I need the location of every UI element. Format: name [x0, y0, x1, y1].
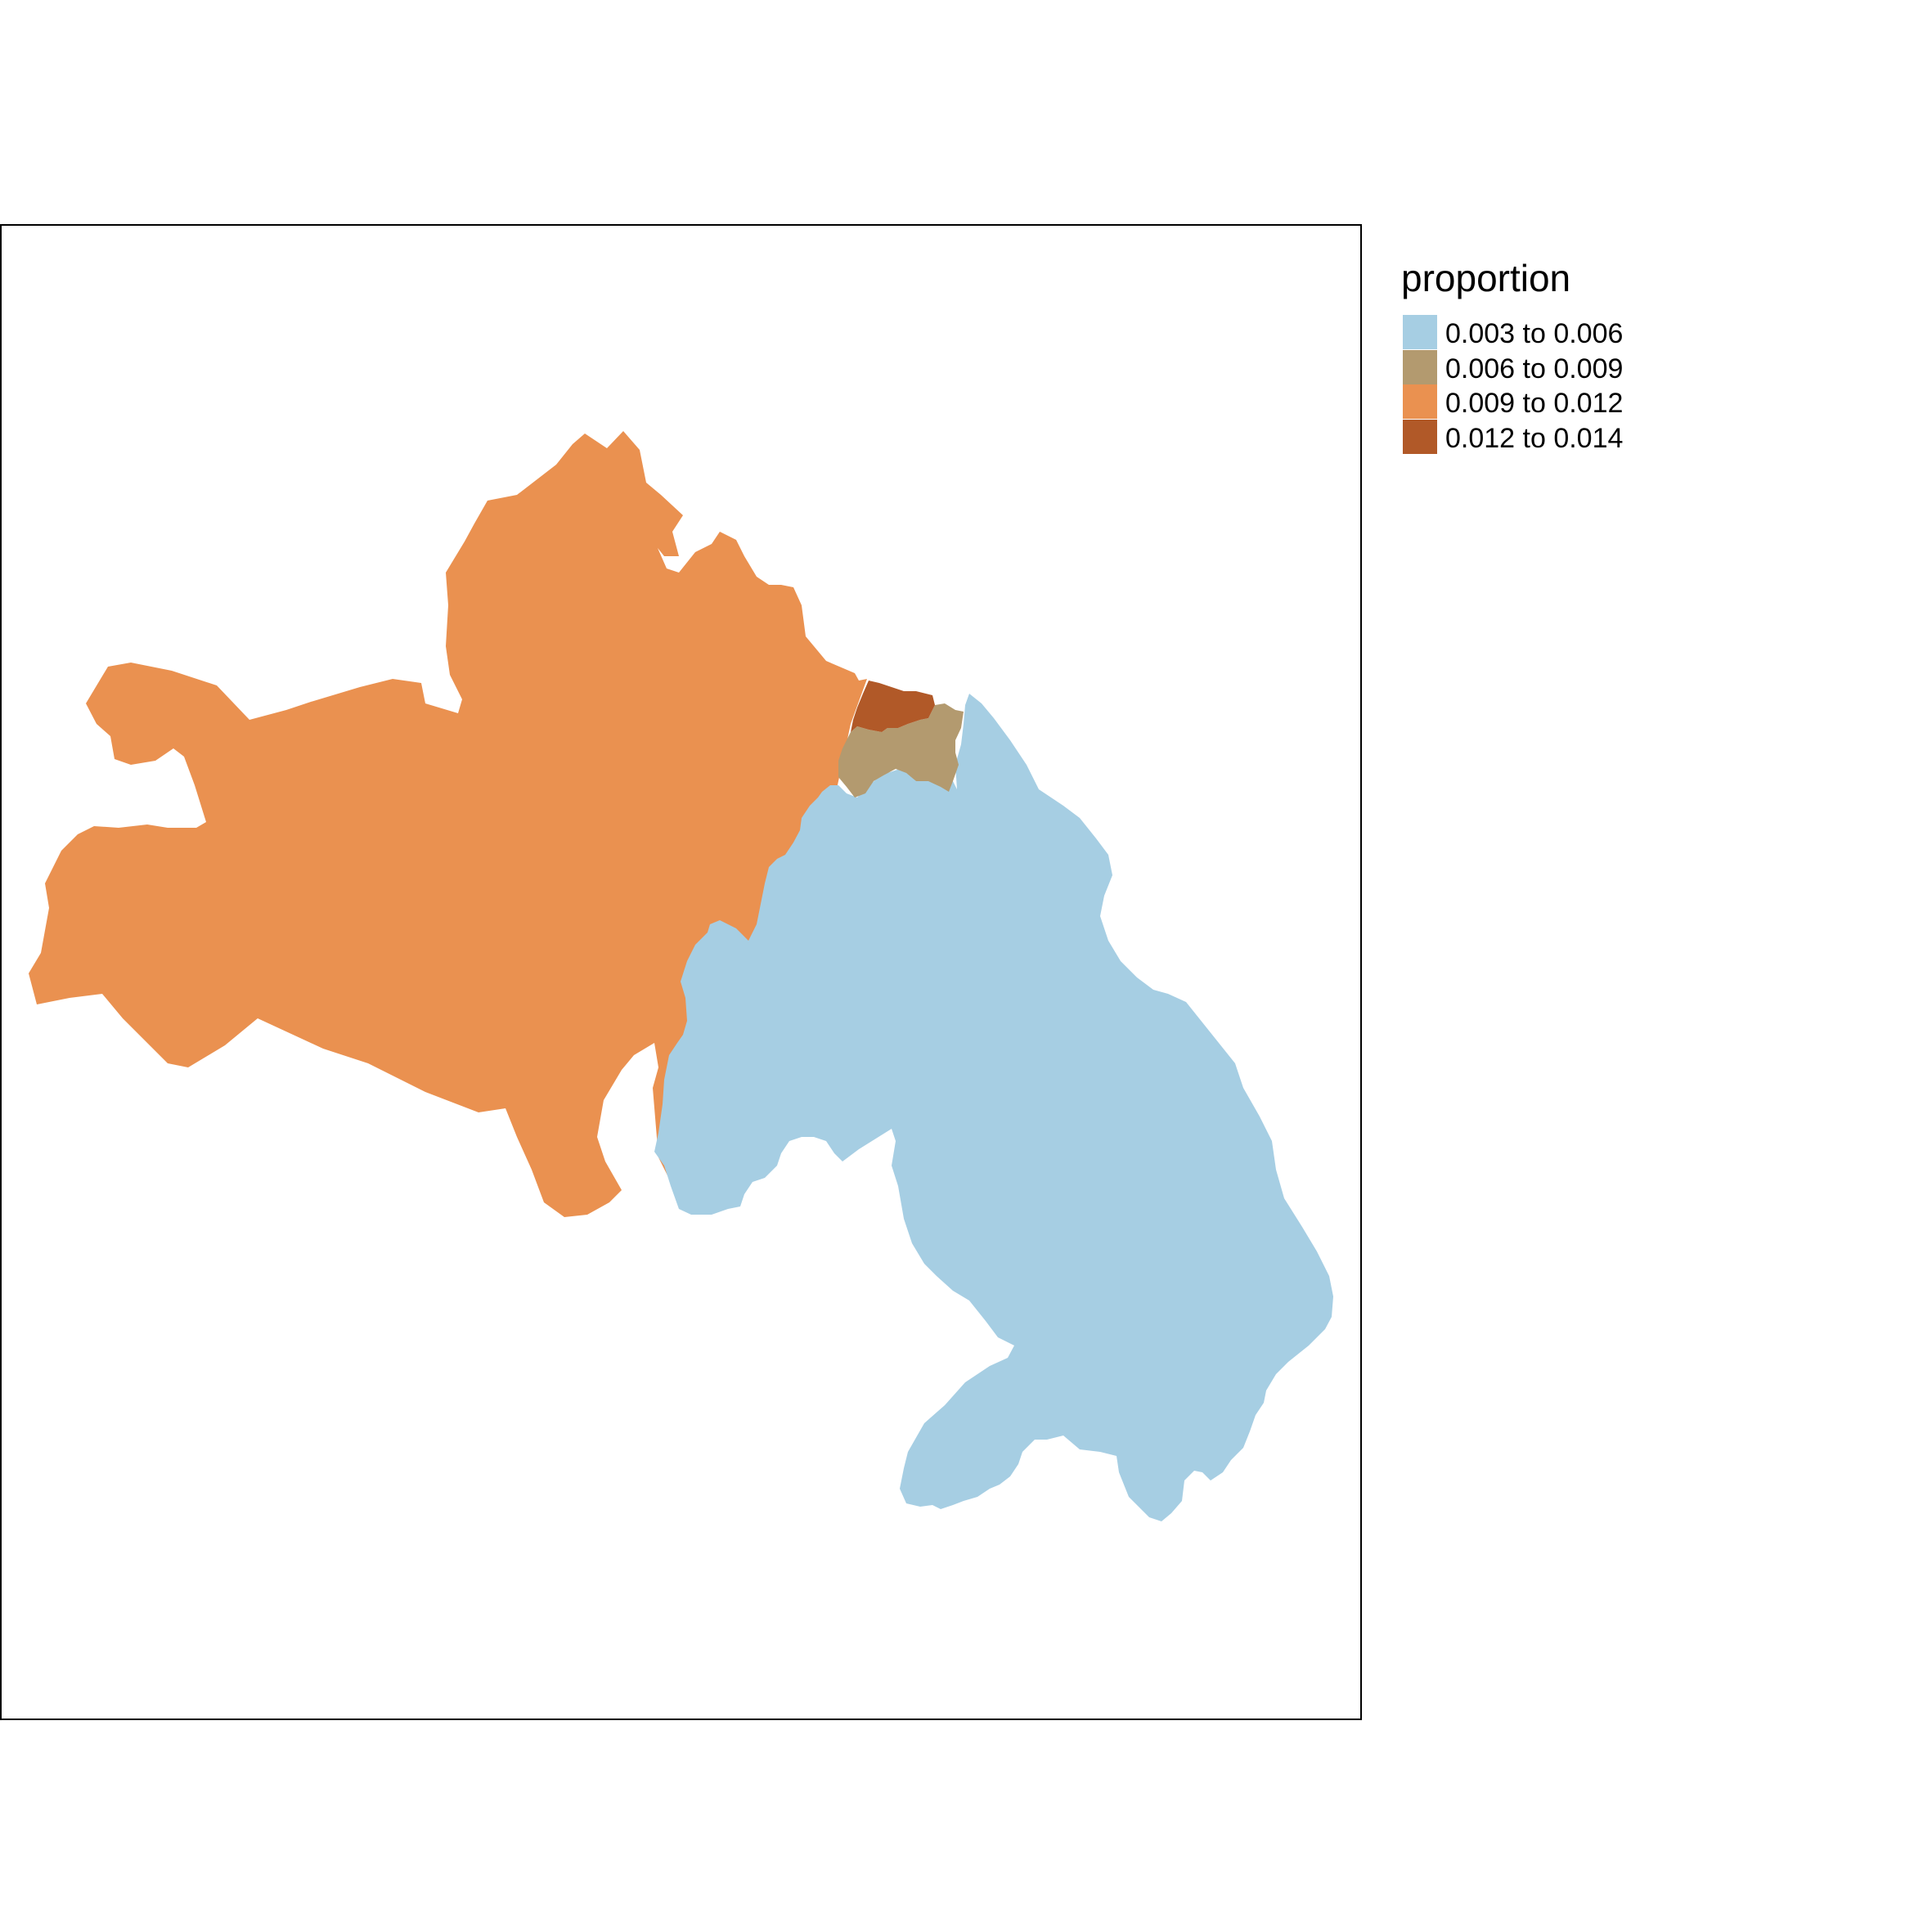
legend: proportion 0.003 to 0.006 0.006 to 0.009…	[1401, 257, 1623, 454]
region-north-tiny	[851, 681, 935, 732]
legend-swatch-3	[1403, 384, 1437, 419]
map-frame	[0, 224, 1362, 1720]
region-west	[29, 431, 867, 1217]
legend-label-4: 0.012 to 0.014	[1445, 423, 1623, 454]
legend-label-3: 0.009 to 0.012	[1445, 388, 1623, 419]
legend-swatch-4	[1403, 420, 1437, 454]
legend-swatch-2	[1403, 350, 1437, 384]
legend-label-2: 0.006 to 0.009	[1445, 353, 1623, 384]
legend-swatch-1	[1403, 315, 1437, 349]
region-south-east	[654, 694, 1333, 1521]
legend-label-1: 0.003 to 0.006	[1445, 318, 1623, 349]
legend-title: proportion	[1401, 257, 1570, 299]
region-north-small	[838, 703, 964, 798]
